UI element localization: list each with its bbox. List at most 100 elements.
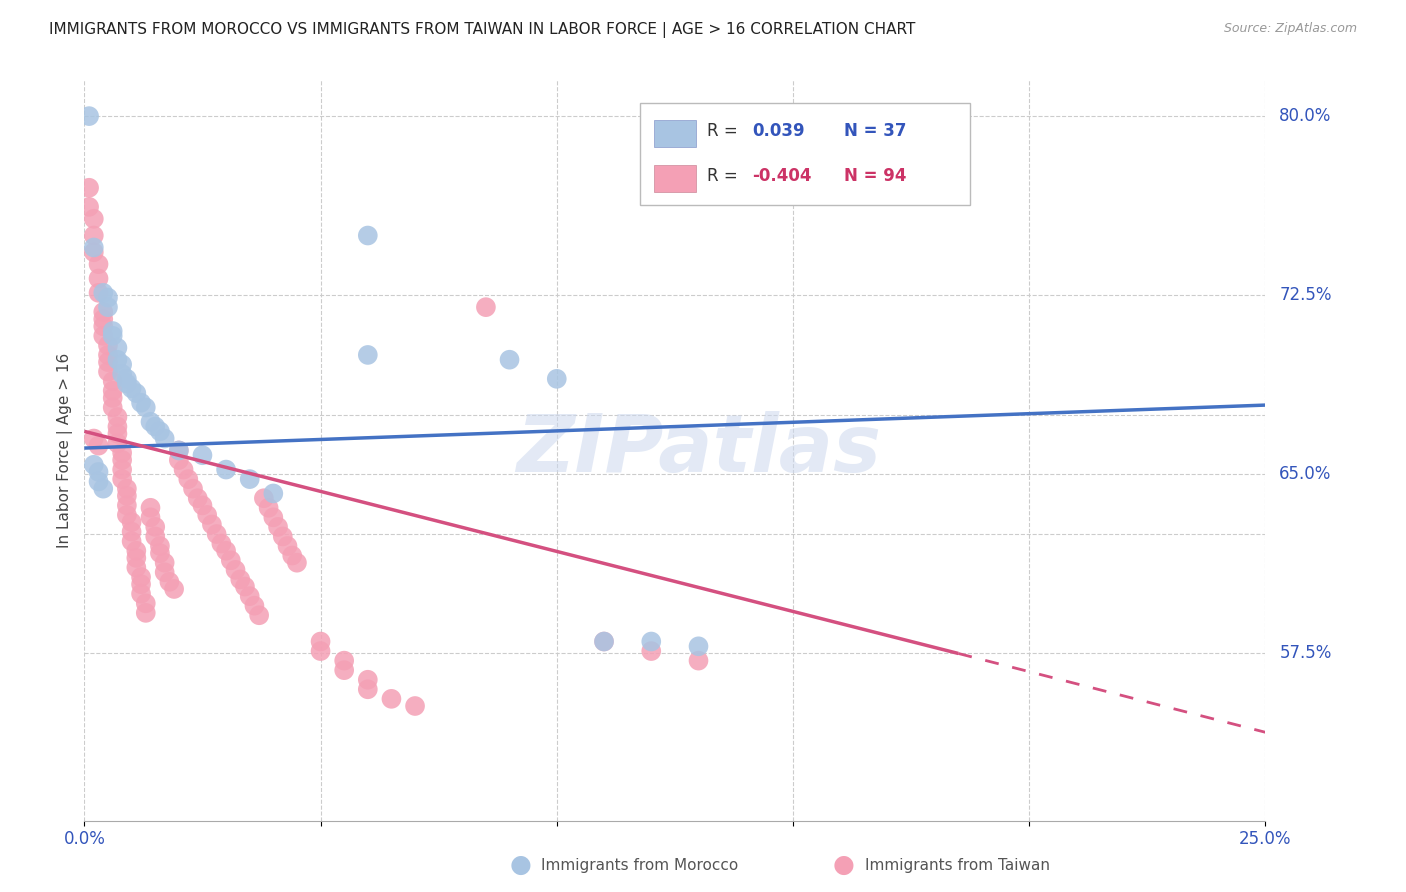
Text: Immigrants from Taiwan: Immigrants from Taiwan [865,858,1050,872]
Text: 80.0%: 80.0% [1279,107,1331,125]
Point [688,640,710,654]
Point [87,257,110,271]
Text: ZIPatlas: ZIPatlas [516,411,882,490]
Point [143,419,166,434]
Point [281,549,304,563]
Point [309,644,332,658]
Point [129,570,152,584]
Point [153,566,176,580]
Point [333,663,356,677]
Point [475,300,498,314]
Point [107,410,129,425]
Point [83,228,105,243]
Point [83,211,105,226]
Text: -0.404: -0.404 [752,167,811,185]
Point [97,300,120,314]
Point [83,240,105,254]
Point [87,439,110,453]
Point [91,305,114,319]
Point [357,673,380,687]
Point [77,200,100,214]
Point [83,458,105,472]
Point [285,556,308,570]
Point [149,546,172,560]
Point [139,415,162,429]
Point [233,580,256,594]
Point [111,472,134,486]
Point [593,634,616,648]
Point [309,634,332,648]
Text: Immigrants from Morocco: Immigrants from Morocco [541,858,738,872]
Point [187,491,209,506]
Point [101,391,124,405]
Point [243,599,266,613]
Point [87,475,110,489]
Point [271,529,294,543]
Point [191,448,214,462]
Point [125,386,148,401]
Text: N = 37: N = 37 [844,122,905,140]
Text: ●: ● [509,854,531,877]
Point [640,634,662,648]
Point [91,285,114,300]
Point [91,328,114,343]
Point [195,508,218,522]
Point [404,698,426,713]
Point [167,443,190,458]
Point [153,432,176,446]
Point [153,556,176,570]
Point [262,486,284,500]
Point [77,180,100,194]
Point [143,520,166,534]
Point [191,499,214,513]
Point [209,536,232,550]
Point [97,365,120,379]
Point [107,419,129,434]
Text: 57.5%: 57.5% [1279,644,1331,663]
Point [167,443,190,458]
Text: N = 94: N = 94 [844,167,905,185]
Point [87,271,110,285]
Text: ●: ● [832,854,855,877]
Point [115,376,138,391]
Point [219,553,242,567]
Point [125,550,148,565]
Point [229,573,252,587]
Point [107,341,129,355]
Point [201,517,224,532]
Point [111,358,134,372]
Point [593,634,616,648]
Point [121,524,143,539]
Point [115,489,138,503]
Point [129,577,152,591]
Point [97,291,120,305]
Point [139,500,162,515]
Point [247,608,270,623]
Point [129,587,152,601]
Point [143,529,166,543]
Point [107,426,129,441]
Point [239,589,262,603]
Y-axis label: In Labor Force | Age > 16: In Labor Force | Age > 16 [58,353,73,548]
Point [177,472,200,486]
Point [135,606,157,620]
Point [111,462,134,476]
Point [253,491,276,506]
Text: R =: R = [707,122,738,140]
Point [121,381,143,395]
Point [546,372,568,386]
Text: 0.039: 0.039 [752,122,804,140]
Point [267,520,290,534]
Point [101,384,124,398]
Point [115,508,138,522]
Point [121,534,143,549]
Point [135,596,157,610]
Point [380,691,402,706]
Point [87,285,110,300]
Point [239,472,262,486]
Point [107,436,129,450]
Point [97,355,120,369]
Point [83,432,105,446]
Point [157,574,180,589]
Point [225,563,247,577]
